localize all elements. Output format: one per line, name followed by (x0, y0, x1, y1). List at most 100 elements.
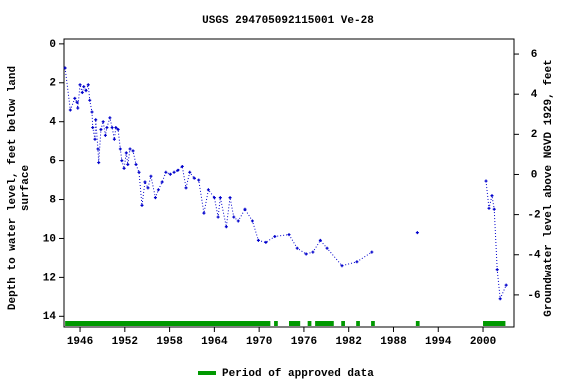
data-point (498, 297, 502, 301)
data-point (75, 100, 79, 104)
data-point (124, 151, 128, 155)
approved-period (289, 321, 301, 326)
x-tick-label: 1982 (335, 336, 361, 348)
data-point (180, 164, 184, 168)
data-point (318, 238, 322, 242)
data-point (228, 196, 232, 200)
y-tick-label: 10 (43, 233, 56, 245)
approved-period (356, 321, 360, 326)
x-tick-label: 1952 (112, 336, 138, 348)
data-point (484, 179, 488, 183)
data-point (256, 238, 260, 242)
data-point (114, 126, 118, 130)
data-point (108, 116, 112, 120)
y2-tick-label: 2 (531, 129, 538, 141)
data-point (355, 260, 359, 264)
data-point (224, 225, 228, 229)
data-point (192, 176, 196, 180)
y-tick-label: 0 (49, 39, 56, 51)
data-point (91, 126, 95, 130)
data-point (86, 83, 90, 87)
y-tick-label: 12 (43, 272, 56, 284)
data-point (63, 66, 67, 70)
y-tick-label: 4 (49, 117, 56, 129)
data-point (118, 147, 122, 151)
y2-tick-label: 4 (531, 89, 538, 101)
x-tick-label: 1958 (156, 336, 183, 348)
data-point (128, 147, 132, 151)
y2-tick-label: 0 (531, 169, 538, 181)
x-tick-label: 1970 (246, 336, 272, 348)
data-point (325, 246, 329, 250)
data-point (94, 118, 98, 122)
plot-area (63, 38, 515, 328)
data-point (176, 168, 180, 172)
x-tick-label: 1964 (201, 336, 228, 348)
data-point (160, 180, 164, 184)
data-point (103, 133, 107, 137)
data-point (78, 83, 82, 87)
data-point (250, 219, 254, 223)
approved-period (274, 321, 278, 326)
x-tick-label: 1976 (291, 336, 317, 348)
data-point (88, 98, 92, 102)
data-point (504, 283, 508, 287)
data-point (273, 235, 277, 239)
series-line (485, 180, 507, 301)
data-point (110, 126, 114, 130)
data-point (492, 207, 496, 211)
series-line (64, 67, 373, 267)
y-tick-label: 14 (43, 311, 57, 323)
data-point (149, 174, 153, 178)
approved-period (415, 321, 420, 326)
data-point (490, 194, 494, 198)
data-point (164, 170, 168, 174)
data-point (126, 163, 130, 167)
data-point (232, 215, 236, 219)
data-point (116, 127, 120, 131)
data-point (99, 127, 103, 131)
y-axis-label: Depth to water level, feet below land (7, 66, 19, 310)
data-point (264, 240, 268, 244)
data-point (68, 108, 72, 112)
data-point (122, 166, 126, 170)
y-tick-label: 2 (49, 78, 56, 90)
data-point (304, 252, 308, 256)
data-point (137, 170, 141, 174)
data-point (212, 196, 216, 200)
data-point (153, 196, 157, 200)
data-point (76, 106, 80, 110)
data-point (172, 170, 176, 174)
data-point (105, 126, 109, 130)
data-point (112, 137, 116, 141)
approved-period (341, 321, 345, 326)
data-point (140, 203, 144, 207)
x-tick-label: 2000 (470, 336, 496, 348)
data-point (188, 170, 192, 174)
data-point (156, 188, 160, 192)
legend-label: Period of approved data (222, 368, 374, 380)
chart-title: USGS 294705092115001 Ve-28 (202, 15, 374, 27)
data-point (370, 250, 374, 254)
approved-period (315, 321, 334, 326)
x-tick-label: 1994 (425, 336, 452, 348)
data-point (287, 233, 291, 237)
approved-period (483, 321, 506, 326)
data-point (243, 207, 247, 211)
y2-tick-label: -6 (527, 290, 540, 302)
y-axis-label: surface (20, 165, 32, 212)
data-point (97, 161, 101, 165)
data-point (82, 85, 86, 89)
y2-tick-label: 6 (531, 49, 538, 61)
data-point (84, 89, 88, 93)
data-point (495, 268, 499, 272)
data-point (340, 264, 344, 268)
data-point (146, 186, 150, 190)
x-tick-label: 1988 (380, 336, 407, 348)
data-point (236, 219, 240, 223)
data-point (120, 159, 124, 163)
data-point (101, 120, 105, 124)
data-point (487, 206, 491, 210)
data-point (184, 186, 188, 190)
y2-axis-label: Groundwater level above NGVD 1929, feet (543, 59, 555, 316)
